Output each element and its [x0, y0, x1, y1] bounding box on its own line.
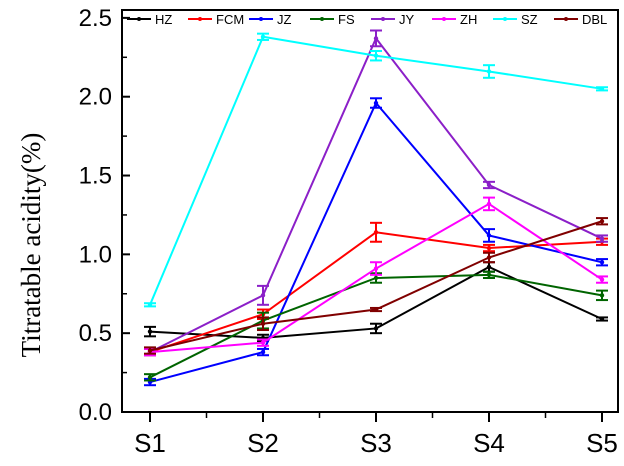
data-point-jz — [373, 100, 379, 106]
legend-marker — [198, 17, 202, 21]
y-tick-label: 0.0 — [79, 399, 112, 426]
x-tick-label: S2 — [247, 428, 279, 458]
y-tick-label: 1.5 — [79, 163, 112, 190]
legend-label: FS — [338, 12, 355, 27]
legend-marker — [137, 17, 141, 21]
x-tick-label: S5 — [586, 428, 618, 458]
legend-item-dbl: DBL — [554, 12, 607, 27]
legend-marker — [442, 17, 446, 21]
data-point-jz — [486, 233, 492, 238]
data-point-fcm — [486, 245, 492, 251]
data-point-zh — [599, 277, 605, 282]
data-point-dbl — [260, 321, 266, 326]
y-tick-label: 1.0 — [79, 241, 112, 268]
legend-item-jy: JY — [371, 12, 415, 27]
x-tick-label: S3 — [360, 428, 392, 458]
data-point-hz — [373, 326, 379, 331]
data-point-fs — [373, 275, 379, 281]
data-point-jz — [599, 260, 605, 265]
legend-item-zh: ZH — [432, 12, 477, 27]
data-point-sz — [486, 69, 492, 74]
data-point-jy — [599, 236, 605, 241]
data-point-zh — [260, 340, 266, 345]
data-point-dbl — [373, 307, 379, 312]
data-point-jy — [486, 182, 492, 188]
series-dbl — [144, 217, 608, 355]
y-tick-label: 2.5 — [79, 5, 112, 32]
legend-label: SZ — [521, 12, 538, 27]
data-point-fcm — [373, 230, 379, 235]
legend-label: DBL — [582, 12, 607, 27]
y-tick-label: 0.5 — [79, 320, 112, 347]
x-tick-label: S1 — [134, 428, 166, 458]
legend-label: JZ — [277, 12, 292, 27]
legend-marker — [259, 17, 263, 21]
legend: HZ FCM JZ FS JY ZH SZ DBL — [127, 12, 607, 27]
legend-marker — [320, 17, 324, 21]
y-axis-label: Titratable acidity(%) — [16, 133, 46, 358]
legend-item-fcm: FCM — [188, 12, 244, 27]
data-point-sz — [260, 34, 266, 39]
y-tick-label: 2.0 — [79, 84, 112, 111]
data-point-dbl — [599, 219, 605, 224]
data-point-zh — [486, 201, 492, 207]
legend-marker — [503, 17, 507, 21]
legend-label: HZ — [155, 12, 172, 27]
legend-item-jz: JZ — [249, 12, 292, 27]
data-point-sz — [599, 86, 605, 92]
legend-marker — [564, 17, 568, 21]
series-line-jy — [149, 36, 603, 353]
data-point-sz — [373, 53, 379, 58]
legend-marker — [381, 17, 385, 21]
axes: 0.0 0.5 1.0 1.5 2.0 2.5 S1 S2 S3 S4 S5 — [79, 5, 619, 458]
plot-frame — [121, 9, 619, 413]
data-point-jz — [260, 349, 266, 355]
data-point-hz — [599, 316, 605, 322]
data-point-dbl — [147, 348, 153, 353]
legend-item-sz: SZ — [493, 12, 538, 27]
data-point-fs — [599, 293, 605, 298]
legend-item-fs: FS — [310, 12, 355, 27]
legend-label: FCM — [216, 12, 244, 27]
data-point-hz — [486, 264, 492, 270]
legend-label: ZH — [460, 12, 477, 27]
legend-label: JY — [399, 12, 415, 27]
data-point-fs — [486, 272, 492, 278]
data-point-fs — [147, 375, 153, 380]
series-sz — [144, 32, 608, 308]
data-point-zh — [373, 266, 379, 271]
legend-item-hz: HZ — [127, 12, 172, 27]
data-point-jy — [260, 293, 266, 298]
data-point-hz — [147, 329, 153, 334]
x-tick-label: S4 — [473, 428, 505, 458]
data-point-sz — [147, 302, 153, 307]
data-point-jy — [373, 36, 379, 41]
data-point-dbl — [486, 255, 492, 260]
series-layer — [144, 29, 608, 387]
